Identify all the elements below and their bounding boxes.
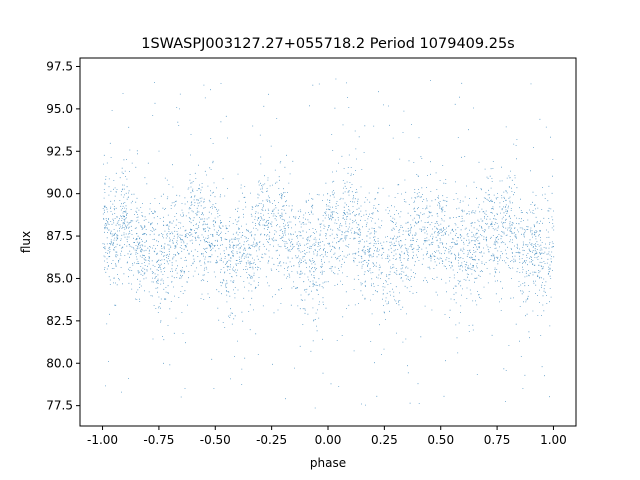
x-tick-label: -0.50 xyxy=(200,433,231,447)
y-tick-label: 80.0 xyxy=(46,356,73,370)
y-tick-label: 82.5 xyxy=(46,314,73,328)
x-tick-label: -0.75 xyxy=(143,433,174,447)
chart-title: 1SWASPJ003127.27+055718.2 Period 1079409… xyxy=(141,36,515,52)
y-tick-label: 95.0 xyxy=(46,102,73,116)
x-tick-label: 0.50 xyxy=(427,433,454,447)
x-tick-label: 1.00 xyxy=(540,433,567,447)
x-tick-label: 0.25 xyxy=(371,433,398,447)
x-axis-label: phase xyxy=(310,456,346,470)
y-axis: 77.5 80.0 82.5 85.0 87.5 90.0 92.5 95.0 97.5 xyxy=(46,59,80,413)
scatter-points xyxy=(102,78,555,409)
y-tick-label: 87.5 xyxy=(46,229,73,243)
y-tick-label: 97.5 xyxy=(46,59,73,73)
flux-data-points xyxy=(102,78,555,409)
x-tick-label: 0.00 xyxy=(315,433,342,447)
x-tick-label: -0.25 xyxy=(256,433,287,447)
x-axis: -1.00 -0.75 -0.50 -0.25 0.00 0.25 0.50 0.75 1.00 xyxy=(87,426,567,447)
y-tick-label: 77.5 xyxy=(46,399,73,413)
y-axis-label: flux xyxy=(19,231,33,253)
x-tick-label: 0.75 xyxy=(484,433,511,447)
x-tick-label: -1.00 xyxy=(87,433,118,447)
y-tick-label: 92.5 xyxy=(46,144,73,158)
y-tick-label: 90.0 xyxy=(46,187,73,201)
y-tick-label: 85.0 xyxy=(46,271,73,285)
